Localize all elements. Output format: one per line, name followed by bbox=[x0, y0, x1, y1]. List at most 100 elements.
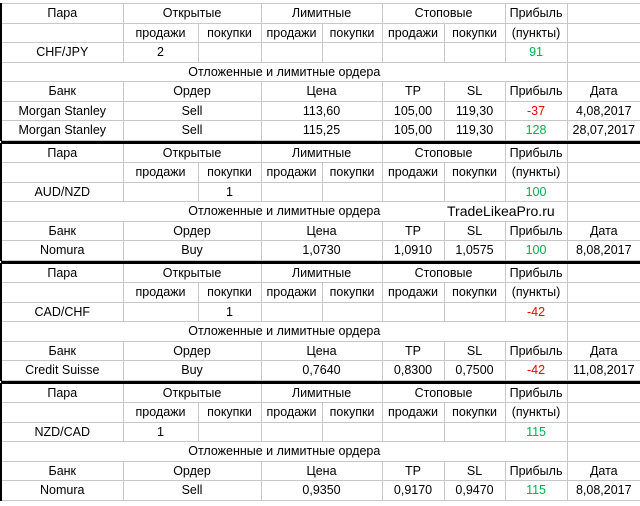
sl-cell: 0,9470 bbox=[443, 480, 506, 501]
open-sell-cell: 1 bbox=[122, 421, 199, 442]
order-cell: Sell bbox=[122, 480, 262, 501]
profit-cell: -42 bbox=[504, 301, 568, 322]
empty-cell bbox=[321, 42, 383, 63]
subheader-cell: покупки bbox=[321, 402, 383, 423]
header-cell: Прибыль bbox=[504, 382, 568, 403]
price-cell: 1,0730 bbox=[260, 240, 383, 261]
open-buy-cell: 1 bbox=[197, 301, 262, 322]
empty-cell bbox=[381, 181, 445, 202]
orders-header-row: Банк Ордер Цена TP SL Прибыль Дата bbox=[0, 81, 640, 102]
subheader-cell: продажи bbox=[381, 162, 445, 183]
price-cell: 0,9350 bbox=[260, 480, 383, 501]
open-buy-cell: 1 bbox=[197, 181, 262, 202]
header-cell: TP bbox=[381, 460, 445, 481]
page: Пара Открытые Лимитные Стоповые Прибыль прода… bbox=[0, 3, 640, 506]
header-cell: Стоповые bbox=[381, 382, 506, 403]
empty-cell bbox=[566, 162, 640, 183]
tp-cell: 105,00 bbox=[381, 120, 445, 141]
header-cell: Дата bbox=[566, 340, 640, 361]
header-cell: Дата bbox=[566, 81, 640, 102]
subheader-row: продажи покупки продажи покупки продажи покуп… bbox=[0, 162, 640, 183]
open-buy-cell bbox=[197, 42, 262, 63]
empty-cell bbox=[260, 421, 323, 442]
empty-cell bbox=[321, 301, 383, 322]
header-cell: Лимитные bbox=[260, 3, 383, 24]
separator bbox=[0, 139, 640, 144]
header-cell: Дата bbox=[566, 220, 640, 241]
pending-row: Отложенные и лимитные ордера TradeLikeaPr… bbox=[0, 201, 640, 222]
position-row: AUD/NZD 1 100 bbox=[0, 181, 640, 202]
pending-row: Отложенные и лимитные ордера bbox=[0, 441, 640, 462]
open-sell-cell: 2 bbox=[122, 42, 199, 63]
order-row: Morgan Stanley Sell 115,25 105,00 119,30 128 2… bbox=[0, 120, 640, 141]
position-row: CAD/CHF 1 -42 bbox=[0, 301, 640, 322]
subheader-cell: покупки bbox=[197, 162, 262, 183]
header-cell: Пара bbox=[0, 382, 124, 403]
header-cell: Прибыль bbox=[504, 340, 568, 361]
subheader-row: продажи покупки продажи покупки продажи покуп… bbox=[0, 22, 640, 43]
empty-cell bbox=[566, 181, 640, 202]
header-row: Пара Открытые Лимитные Стоповые Прибыль bbox=[0, 142, 640, 163]
empty-cell bbox=[381, 421, 445, 442]
empty-cell bbox=[566, 3, 640, 24]
empty-cell bbox=[260, 181, 323, 202]
pair-cell: CHF/JPY bbox=[0, 42, 124, 63]
sheet-body: Пара Открытые Лимитные Стоповые Прибыль прода… bbox=[0, 3, 640, 501]
header-cell: Прибыль bbox=[504, 262, 568, 283]
subheader-cell: продажи bbox=[260, 402, 323, 423]
header-cell: Открытые bbox=[122, 142, 262, 163]
subheader-cell: покупки bbox=[443, 22, 506, 43]
header-cell: Лимитные bbox=[260, 142, 383, 163]
date-cell: 8,08,2017 bbox=[566, 240, 640, 261]
empty-cell bbox=[566, 142, 640, 163]
tp-cell: 1,0910 bbox=[381, 240, 445, 261]
header-cell: Прибыль bbox=[504, 220, 568, 241]
header-cell: Ордер bbox=[122, 220, 262, 241]
header-row: Пара Открытые Лимитные Стоповые Прибыль bbox=[0, 3, 640, 24]
profit-cell: 115 bbox=[504, 480, 568, 501]
bank-cell: Nomura bbox=[0, 480, 124, 501]
empty-cell bbox=[0, 282, 124, 303]
header-cell: Открытые bbox=[122, 3, 262, 24]
empty-cell bbox=[321, 181, 383, 202]
empty-cell bbox=[566, 201, 640, 222]
header-cell: Банк bbox=[0, 81, 124, 102]
bank-cell: Morgan Stanley bbox=[0, 120, 124, 141]
profit-cell: 100 bbox=[504, 240, 568, 261]
empty-cell bbox=[0, 162, 124, 183]
pending-row: Отложенные и лимитные ордера bbox=[0, 321, 640, 342]
subheader-cell: покупки bbox=[197, 402, 262, 423]
order-row: Credit Suisse Buy 0,7640 0,8300 0,7500 -42 11,… bbox=[0, 360, 640, 381]
subheader-cell: покупки bbox=[443, 162, 506, 183]
empty-cell bbox=[566, 22, 640, 43]
header-cell: Ордер bbox=[122, 460, 262, 481]
order-cell: Sell bbox=[122, 100, 262, 121]
header-cell: Пара bbox=[0, 142, 124, 163]
bank-cell: Nomura bbox=[0, 240, 124, 261]
subheader-cell: продажи bbox=[381, 22, 445, 43]
order-cell: Buy bbox=[122, 360, 262, 381]
header-cell: Стоповые bbox=[381, 142, 506, 163]
pair-cell: NZD/CAD bbox=[0, 421, 124, 442]
subheader-cell: продажи bbox=[260, 22, 323, 43]
pending-row: Отложенные и лимитные ордера bbox=[0, 61, 640, 82]
header-cell: Цена bbox=[260, 220, 383, 241]
empty-cell bbox=[0, 22, 124, 43]
profit-cell: 100 bbox=[504, 181, 568, 202]
empty-cell bbox=[566, 301, 640, 322]
empty-cell bbox=[443, 421, 506, 442]
pending-title: Отложенные и лимитные ордера bbox=[0, 441, 568, 462]
bank-cell: Morgan Stanley bbox=[0, 100, 124, 121]
date-cell: 4,08,2017 bbox=[566, 100, 640, 121]
subheader-cell: покупки bbox=[197, 282, 262, 303]
pending-title: Отложенные и лимитные ордера bbox=[0, 321, 568, 342]
header-cell: TP bbox=[381, 340, 445, 361]
header-cell: Открытые bbox=[122, 262, 262, 283]
open-buy-cell bbox=[197, 421, 262, 442]
bank-cell: Credit Suisse bbox=[0, 360, 124, 381]
position-row: CHF/JPY 2 91 bbox=[0, 42, 640, 63]
price-cell: 0,7640 bbox=[260, 360, 383, 381]
profit-cell: -37 bbox=[504, 100, 568, 121]
date-cell: 11,08,2017 bbox=[566, 360, 640, 381]
orders-header-row: Банк Ордер Цена TP SL Прибыль Дата bbox=[0, 220, 640, 241]
